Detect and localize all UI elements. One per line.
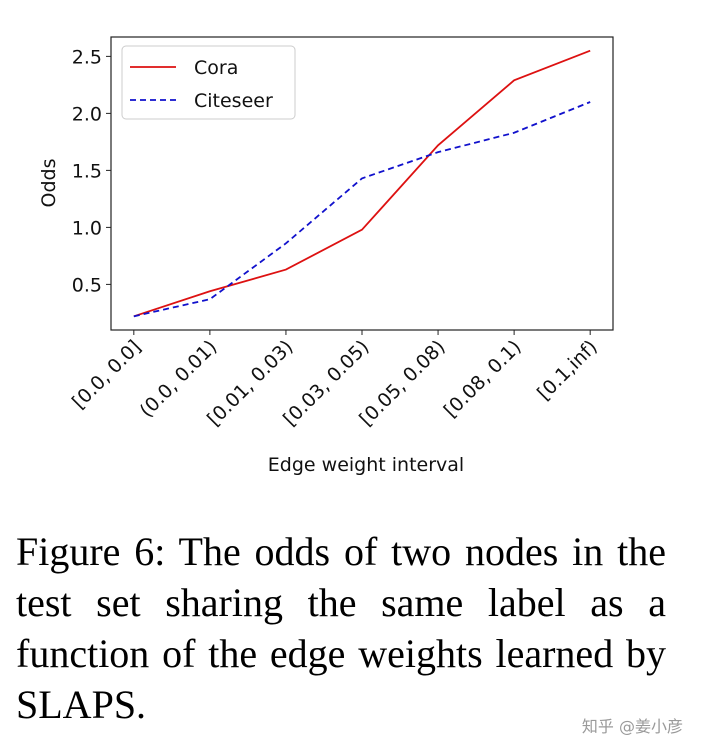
line-chart: 0.51.01.52.02.5 [0.0, 0.0](0.0, 0.01)[0.… xyxy=(38,36,614,476)
series-line-citeseer xyxy=(133,101,591,318)
figure-caption: Figure 6: The odds of two nodes in the t… xyxy=(16,529,666,727)
legend-label-citeseer: Citeseer xyxy=(194,90,273,112)
y-tick-label: 1.0 xyxy=(72,217,102,239)
x-tick-label: [0.08, 0.1) xyxy=(440,336,526,422)
y-tick-label: 2.5 xyxy=(72,46,102,68)
legend: Cora Citeseer xyxy=(121,45,296,120)
y-tick-label: 1.5 xyxy=(72,160,102,182)
x-axis-label: Edge weight interval xyxy=(268,454,464,476)
x-tick-label: [0.0, 0.0] xyxy=(68,336,145,413)
y-axis-label: Odds xyxy=(38,159,60,208)
watermark: 知乎 @姜小彦 xyxy=(581,717,683,736)
y-tick-label: 0.5 xyxy=(72,274,102,296)
legend-label-cora: Cora xyxy=(194,57,238,79)
series-line-cora xyxy=(133,49,591,318)
x-tick-label: [0.1,inf) xyxy=(533,336,602,405)
y-tick-label: 2.0 xyxy=(72,103,102,125)
